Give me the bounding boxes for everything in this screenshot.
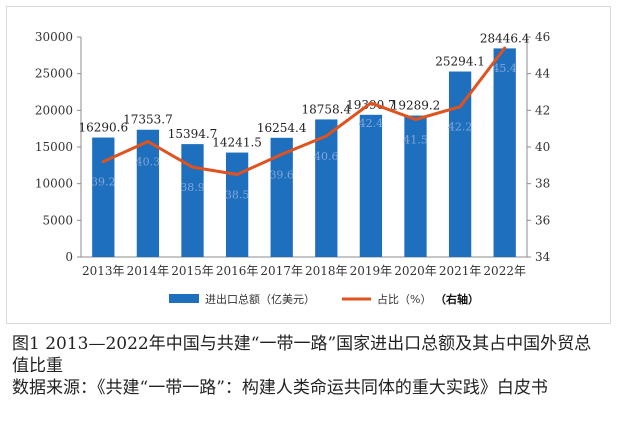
line-value-label: 39.6: [269, 168, 294, 181]
line-series: [102, 47, 506, 176]
bar: [270, 137, 293, 257]
bar: [181, 144, 204, 257]
line-point: [101, 160, 105, 164]
bar: [493, 48, 516, 257]
line-point: [369, 101, 373, 105]
line-point: [503, 46, 507, 50]
bar: [92, 137, 115, 257]
bar: [404, 115, 427, 257]
bar: [315, 119, 338, 257]
x-tick-label: 2020年: [394, 264, 437, 278]
data-source-note: 数据来源：《共建“一带一路”：构建人类命运共同体的重大实践》白皮书: [12, 378, 548, 398]
line-point: [235, 173, 239, 176]
bar: [359, 114, 383, 257]
x-tick-label: 2016年: [216, 264, 259, 278]
chart-container: 0 5000 10000 15000 20000 25000 30000 34 36 38 40 42…: [6, 6, 611, 324]
left-tick-label: 25000: [35, 67, 73, 81]
line-value-label: 38.5: [225, 189, 250, 202]
x-tick-label: 2017年: [260, 264, 303, 278]
left-tick-label: 5000: [42, 213, 73, 227]
line-point: [414, 118, 417, 121]
bar: [448, 71, 472, 257]
bar-value-label: 15394.7: [168, 127, 218, 141]
right-tick-label: 44: [535, 67, 551, 81]
line-value-label: 40.3: [136, 156, 161, 169]
right-tick-label: 42: [535, 103, 550, 117]
x-tick-label: 2015年: [171, 264, 214, 278]
line-value-label: 39.2: [91, 176, 116, 189]
legend-swatch-bar: [169, 294, 199, 303]
x-tick-label: 2021年: [439, 264, 482, 278]
bar-value-label: 17353.7: [123, 113, 173, 127]
left-tick-label: 0: [65, 250, 73, 264]
bar-value-label: 25294.1: [435, 55, 485, 69]
bar-value-label: 19289.2: [391, 99, 441, 113]
left-tick-label: 10000: [35, 177, 73, 191]
x-tick-label: 2013年: [82, 264, 125, 278]
bar: [225, 152, 249, 257]
line-point: [146, 140, 150, 143]
right-tick-label: 40: [535, 140, 550, 154]
right-tick-label: 36: [535, 213, 550, 227]
bar-value-label: 28446.4: [480, 31, 530, 45]
line-value-label: 42.4: [359, 117, 384, 130]
right-tick-label: 34: [535, 250, 551, 264]
legend-label-line: 占比（%）: [377, 292, 431, 306]
figure-caption: 图1 2013—2022年中国与共建“一带一路”国家进出口总额及其占中国外贸总值…: [12, 334, 592, 376]
bar-value-label: 16290.6: [78, 121, 128, 135]
left-tick-label: 30000: [35, 30, 73, 44]
right-tick-label: 46: [535, 30, 550, 44]
x-tick-label: 2019年: [350, 264, 393, 278]
legend-label-right-axis: （右轴）: [435, 292, 479, 306]
bar-value-label: 18758.4: [301, 102, 351, 116]
legend-label-bar: 进出口总额（亿美元）: [205, 292, 315, 306]
line-value-label: 42.2: [448, 121, 473, 134]
line-point: [324, 134, 328, 138]
left-tick-label: 20000: [35, 103, 73, 117]
right-tick-label: 38: [535, 177, 550, 191]
line-point: [191, 165, 194, 169]
line-value-label: 45.4: [492, 62, 517, 75]
line-point: [458, 105, 462, 109]
chart: 0 5000 10000 15000 20000 25000 30000 34 36 38 40 42…: [35, 30, 551, 306]
line-point: [280, 152, 284, 156]
bar: [136, 129, 160, 257]
line-value-label: 41.5: [403, 134, 428, 147]
x-tick-label: 2022年: [483, 264, 526, 278]
line-value-label: 40.6: [314, 150, 339, 163]
line-value-label: 38.9: [180, 181, 205, 194]
bar-value-label: 14241.5: [212, 136, 262, 150]
x-tick-label: 2018年: [305, 264, 348, 278]
x-tick-label: 2014年: [127, 264, 170, 278]
bar-value-label: 16254.4: [257, 121, 307, 135]
left-tick-label: 15000: [35, 140, 73, 154]
